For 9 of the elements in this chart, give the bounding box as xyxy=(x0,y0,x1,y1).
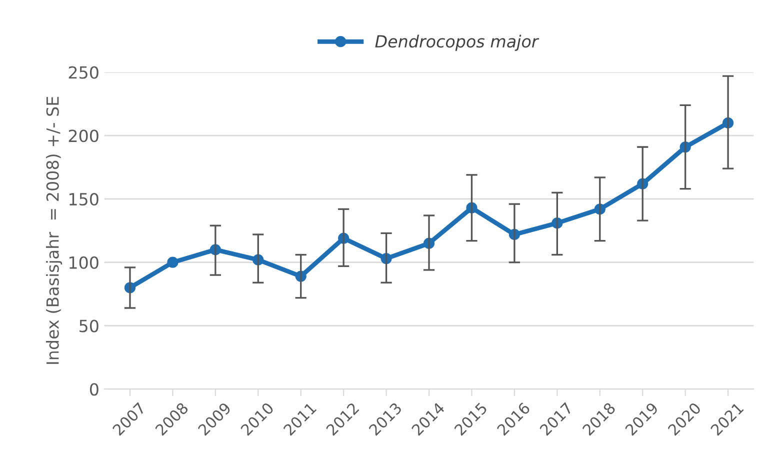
y-tick-label: 200 xyxy=(68,130,98,142)
y-tick-label: 50 xyxy=(80,320,98,332)
y-tick-label: 150 xyxy=(70,192,98,206)
y-axis-title: Index (Basisjahr = 2008) +/- SE xyxy=(46,96,62,364)
legend-label: Dendrocopos major xyxy=(375,34,540,51)
y-tick-label: 0 xyxy=(90,383,98,396)
y-tick-label: 250 xyxy=(68,66,98,79)
point xyxy=(167,256,178,268)
y-tick-label: 100 xyxy=(70,256,98,269)
